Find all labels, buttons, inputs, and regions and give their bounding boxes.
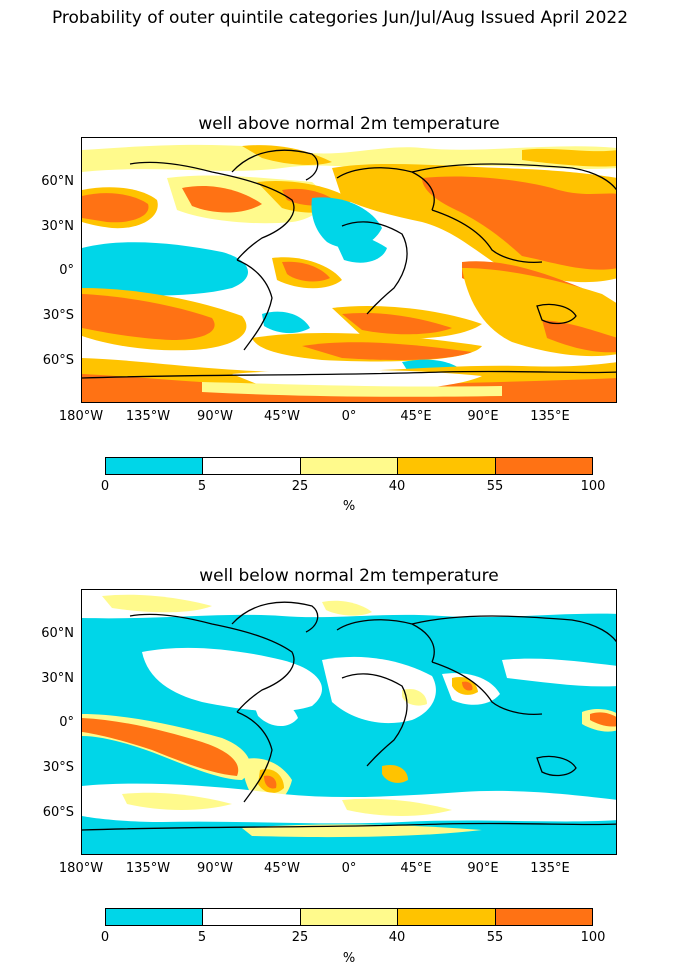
lat-label: 0° — [59, 715, 74, 730]
panel-title-above-normal: well above normal 2m temperature — [198, 114, 500, 134]
colorbar-below-normal — [105, 908, 593, 926]
colorbar-segment — [398, 458, 496, 474]
colorbar-segment — [495, 909, 593, 925]
colorbar-segment — [495, 458, 593, 474]
colorbar-tick: 100 — [580, 479, 606, 494]
map-above-normal — [81, 137, 617, 403]
colorbar-segment — [203, 458, 301, 474]
colorbar-segment — [300, 909, 399, 925]
lat-label: 30°S — [42, 308, 74, 323]
lat-label: 30°N — [41, 671, 74, 686]
colorbar-segment — [106, 458, 204, 474]
lon-label: 90°W — [197, 409, 233, 424]
lat-label: 60°N — [41, 174, 74, 189]
colorbar-segment — [203, 909, 301, 925]
lon-label: 135°E — [530, 861, 570, 876]
lon-label: 135°W — [125, 409, 171, 424]
colorbar-tick: 55 — [486, 479, 504, 494]
colorbar-tick: 40 — [388, 930, 406, 945]
map-below-normal — [81, 589, 617, 855]
lon-label: 45°E — [400, 409, 432, 424]
colorbar-tick: 5 — [197, 930, 207, 945]
lat-label: 60°S — [42, 805, 74, 820]
lon-label: 0° — [341, 409, 357, 424]
lon-label: 90°E — [467, 409, 499, 424]
colorbar-unit: % — [342, 951, 356, 966]
lon-label: 135°E — [530, 409, 570, 424]
lon-label: 45°W — [264, 861, 300, 876]
lat-label: 60°N — [41, 626, 74, 641]
colorbar-tick: 40 — [388, 479, 406, 494]
lon-label: 90°E — [467, 861, 499, 876]
lon-label: 180°W — [58, 861, 104, 876]
lon-label: 45°W — [264, 409, 300, 424]
colorbar-segment — [398, 909, 496, 925]
lon-label: 45°E — [400, 861, 432, 876]
colorbar-unit: % — [342, 499, 356, 514]
lat-label: 60°S — [42, 353, 74, 368]
lat-label: 0° — [59, 263, 74, 278]
colorbar-tick: 0 — [100, 479, 110, 494]
map-above-normal-fill — [82, 138, 616, 402]
colorbar-tick: 100 — [580, 930, 606, 945]
figure-title: Probability of outer quintile categories… — [51, 8, 629, 28]
colorbar-segment — [106, 909, 204, 925]
colorbar-tick: 55 — [486, 930, 504, 945]
lat-label: 30°S — [42, 760, 74, 775]
colorbar-above-normal — [105, 457, 593, 475]
colorbar-tick: 5 — [197, 479, 207, 494]
colorbar-segment — [300, 458, 399, 474]
map-below-normal-fill — [82, 590, 616, 854]
lon-label: 180°W — [58, 409, 104, 424]
lon-label: 135°W — [125, 861, 171, 876]
lat-label: 30°N — [41, 219, 74, 234]
lon-label: 90°W — [197, 861, 233, 876]
panel-title-below-normal: well below normal 2m temperature — [199, 566, 499, 586]
lon-label: 0° — [341, 861, 357, 876]
colorbar-tick: 0 — [100, 930, 110, 945]
colorbar-tick: 25 — [291, 930, 309, 945]
colorbar-tick: 25 — [291, 479, 309, 494]
